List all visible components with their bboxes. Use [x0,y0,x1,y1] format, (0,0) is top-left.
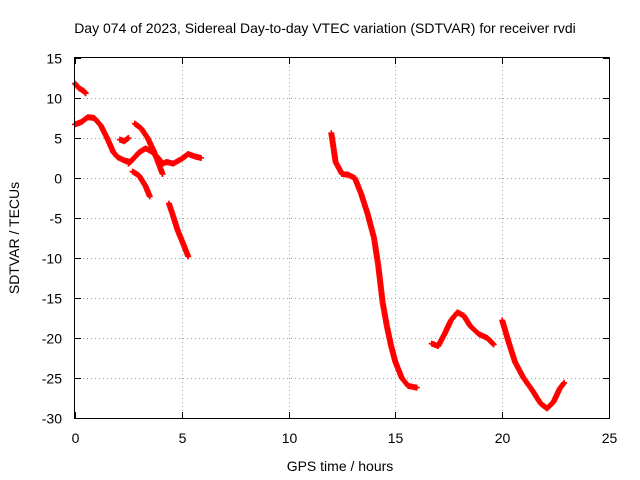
data-point-marker [198,155,205,161]
y-tick-label: 0 [54,171,62,187]
chart-title: Day 074 of 2023, Sidereal Day-to-day VTE… [74,20,576,36]
axis-ticks: 0 5 10 15 20 25 15 10 5 0 -5 -10 -15 -20 -25 -30 [42,51,618,447]
data-point-marker [159,171,166,177]
data-point-marker [413,384,420,391]
data-point-marker [489,340,496,347]
data-point-marker [146,193,153,200]
x-tick-label: 20 [495,430,511,446]
data-point-marker [125,135,132,141]
x-tick-label: 5 [179,430,187,446]
data-point-marker [560,380,567,387]
y-tick-label: -30 [42,411,62,427]
series-seg-g [165,200,192,260]
x-axis-label: GPS time / hours [287,458,394,474]
series-seg-h [328,130,420,391]
x-tick-label: 0 [72,430,80,446]
x-tick-label: 10 [282,430,298,446]
y-tick-label: 10 [46,91,62,107]
series-seg-i [428,309,497,349]
data-points [72,80,568,412]
y-tick-label: -15 [42,291,62,307]
x-tick-label: 25 [602,430,618,446]
y-tick-label: -20 [42,331,62,347]
x-tick-label: 15 [388,430,404,446]
series-seg-f [129,168,153,200]
series-seg-b [72,114,134,165]
y-tick-label: -10 [42,251,62,267]
series-seg-e [131,120,166,177]
y-axis-label: SDTVAR / TECUs [6,182,22,294]
series-seg-j [499,317,568,412]
data-point-marker [561,379,568,386]
data-point-marker [490,341,497,348]
y-tick-label: 15 [46,51,62,67]
series-seg-d [125,145,205,167]
data-point-marker [82,90,89,97]
y-tick-label: 5 [54,131,62,147]
grid-lines [75,58,609,418]
y-tick-label: -5 [50,211,63,227]
series-seg-c [116,135,132,145]
plot-frame [74,57,610,419]
data-point-marker [185,253,192,260]
y-tick-label: -25 [42,371,62,387]
